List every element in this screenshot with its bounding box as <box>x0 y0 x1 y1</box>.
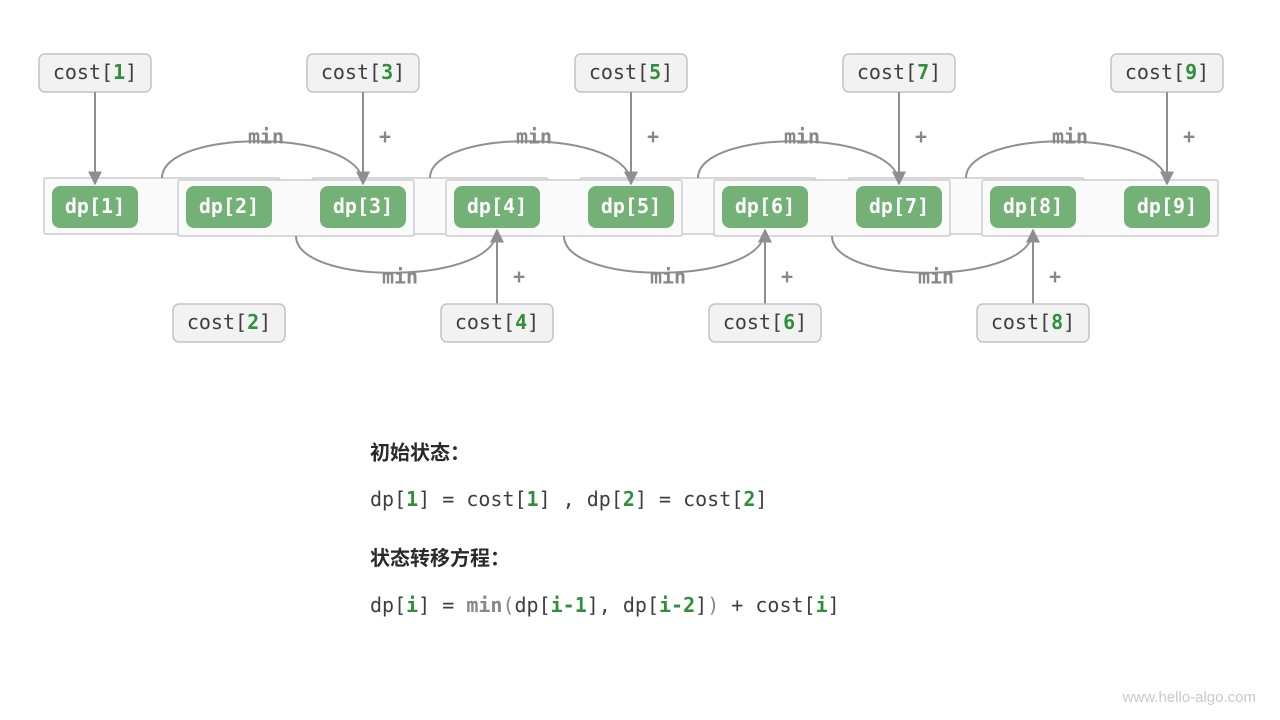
formula-transition: dp[i] = min(dp[i-1], dp[i-2]) + cost[i] <box>370 592 840 616</box>
plus-label: + <box>513 265 525 289</box>
svg-text:dp[9]: dp[9] <box>1137 194 1197 218</box>
formula-initial: dp[1] = cost[1] , dp[2] = cost[2] <box>370 487 767 511</box>
svg-text:dp[2]: dp[2] <box>199 194 259 218</box>
svg-text:cost[2]: cost[2] <box>187 310 271 334</box>
svg-text:cost[8]: cost[8] <box>991 310 1075 334</box>
min-label: min <box>382 265 418 289</box>
footer-credit: www.hello-algo.com <box>1123 689 1256 706</box>
svg-text:dp[3]: dp[3] <box>333 194 393 218</box>
svg-text:cost[3]: cost[3] <box>321 60 405 84</box>
plus-label: + <box>781 265 793 289</box>
svg-text:cost[4]: cost[4] <box>455 310 539 334</box>
plus-label: + <box>379 125 391 149</box>
svg-text:dp[5]: dp[5] <box>601 194 661 218</box>
svg-text:dp[8]: dp[8] <box>1003 194 1063 218</box>
plus-label: + <box>1183 125 1195 149</box>
min-label: min <box>650 265 686 289</box>
svg-text:cost[9]: cost[9] <box>1125 60 1209 84</box>
svg-text:cost[7]: cost[7] <box>857 60 941 84</box>
svg-text:dp[1]: dp[1] <box>65 194 125 218</box>
svg-text:dp[4]: dp[4] <box>467 194 527 218</box>
svg-text:dp[7]: dp[7] <box>869 194 929 218</box>
dp-diagram: cost[1] cost[3] cost[5] cost[7] cost[9] cost[… <box>0 0 1280 720</box>
svg-text:dp[6]: dp[6] <box>735 194 795 218</box>
svg-text:cost[6]: cost[6] <box>723 310 807 334</box>
min-label: min <box>918 265 954 289</box>
svg-text:cost[5]: cost[5] <box>589 60 673 84</box>
min-label: min <box>784 125 820 149</box>
min-label: min <box>1052 125 1088 149</box>
min-label: min <box>516 125 552 149</box>
svg-text:cost[1]: cost[1] <box>53 60 137 84</box>
plus-label: + <box>647 125 659 149</box>
min-label: min <box>248 125 284 149</box>
plus-label: + <box>915 125 927 149</box>
heading-initial-state: 初始状态： <box>370 436 470 465</box>
plus-label: + <box>1049 265 1061 289</box>
heading-transition: 状态转移方程： <box>370 542 510 571</box>
